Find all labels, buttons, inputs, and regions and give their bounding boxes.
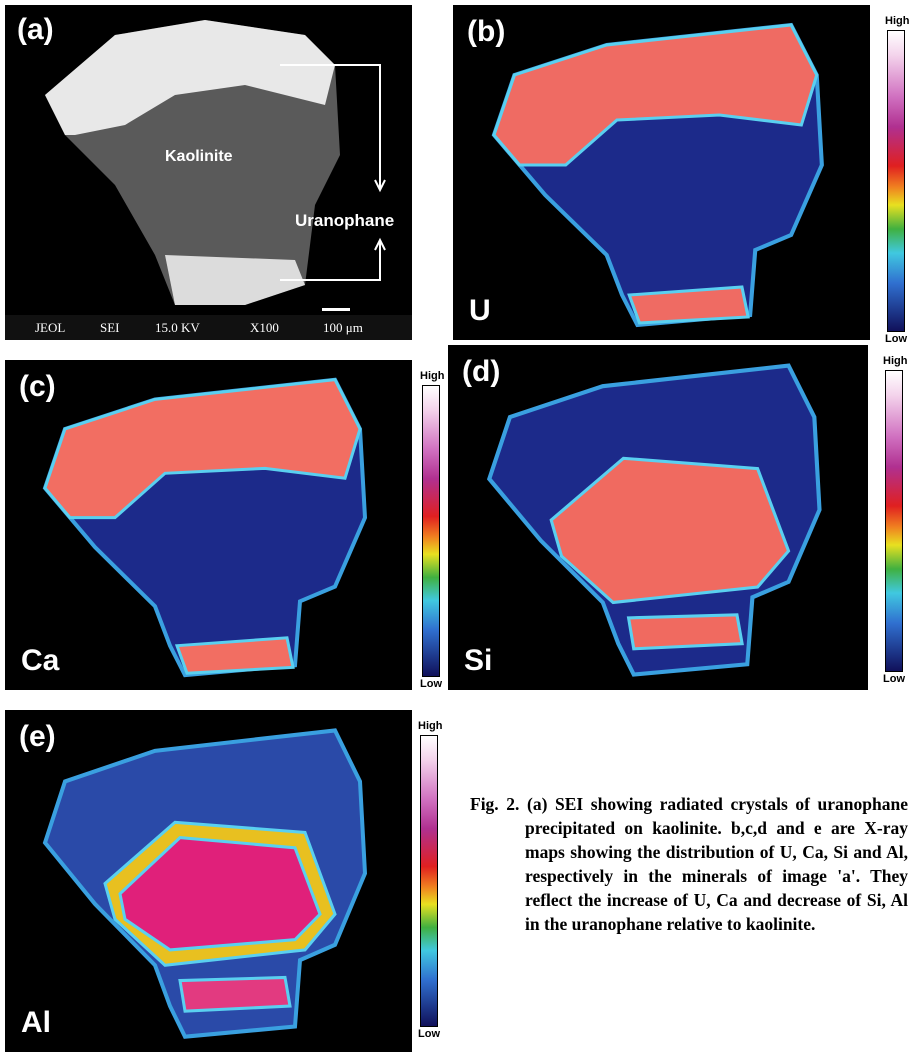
scale-high: High — [885, 15, 909, 27]
scale-high: High — [883, 355, 907, 367]
scale-low: Low — [885, 333, 907, 345]
element-zone — [177, 638, 293, 673]
colorbar — [422, 385, 440, 677]
footer-text: SEI — [100, 320, 120, 336]
panel-label: (c) — [19, 370, 56, 404]
panel-label: (e) — [19, 720, 56, 754]
element-label: U — [469, 294, 491, 328]
annotation: Uranophane — [295, 211, 394, 231]
footer-text: JEOL — [35, 320, 65, 336]
scale-bar — [322, 308, 350, 311]
panel-label: (d) — [462, 355, 500, 389]
map-drawing — [5, 360, 412, 690]
element-label: Ca — [21, 644, 59, 678]
element-zone — [629, 287, 748, 323]
colorbar — [887, 30, 905, 332]
footer-text: 100 μm — [323, 320, 363, 336]
scale-low: Low — [420, 678, 442, 690]
element-label: Al — [21, 1006, 51, 1040]
xray-map: (d) Si — [448, 345, 868, 690]
xray-map: (e) Al — [5, 710, 412, 1052]
sem-drawing — [5, 5, 412, 340]
page: {"panels":[ {"label":"(a)","annotations"… — [0, 0, 917, 1062]
scale-high: High — [418, 720, 442, 732]
colorbar — [420, 735, 438, 1027]
element-zone — [180, 977, 290, 1011]
xray-map: (c) Ca — [5, 360, 412, 690]
panel-label: (a) — [17, 13, 54, 47]
scale-low: Low — [883, 673, 905, 685]
map-drawing — [5, 710, 412, 1052]
element-zone — [629, 615, 743, 649]
footer-text: X100 — [250, 320, 279, 336]
element-label: Si — [464, 644, 492, 678]
map-drawing — [448, 345, 868, 690]
scale-low: Low — [418, 1028, 440, 1040]
panel-label: (b) — [467, 15, 505, 49]
caption: Fig. 2. (a) SEI showing radiated crystal… — [470, 792, 908, 936]
xray-map: (b) U — [453, 5, 870, 340]
scale-high: High — [420, 370, 444, 382]
colorbar — [885, 370, 903, 672]
map-drawing — [453, 5, 870, 340]
footer-text: 15.0 KV — [155, 320, 200, 336]
annotation: Kaolinite — [165, 148, 233, 166]
sem-image: (a) Kaolinite Uranophane JEOL SEI 15.0 K… — [5, 5, 412, 340]
